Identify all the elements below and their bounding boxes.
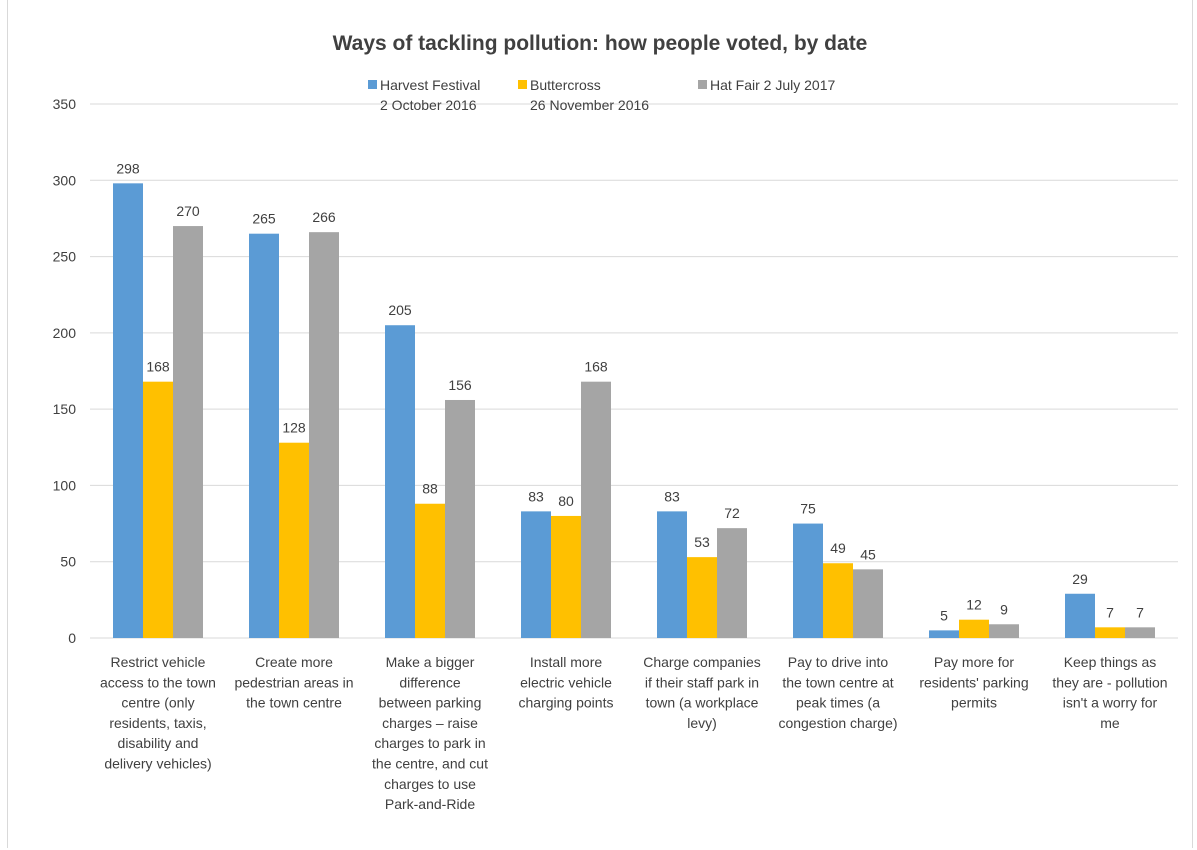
- data-labels: 298 168 270 265 128 266 205 88 156 83 80 168 83 53 72 7…: [116, 160, 1144, 623]
- bar: [1125, 627, 1155, 638]
- data-label: 270: [176, 203, 200, 219]
- bar: [249, 233, 279, 638]
- x-tick-label: Create more pedestrian areas in the town c…: [234, 654, 353, 711]
- bar: [793, 523, 823, 638]
- bar: [1095, 627, 1125, 638]
- bar: [1065, 593, 1095, 638]
- bar: [929, 630, 959, 638]
- y-tick-label: 200: [53, 325, 77, 341]
- bar: [173, 226, 203, 639]
- data-label: 298: [116, 160, 140, 176]
- data-label: 265: [252, 211, 276, 227]
- y-axis: 0 50 100 150 200 250 300 350: [53, 96, 77, 646]
- x-axis: Restrict vehicle access to the town centre…: [100, 654, 1168, 812]
- legend-swatch: [518, 80, 527, 89]
- legend: Harvest Festival 2 October 2016 Buttercros…: [368, 77, 835, 113]
- legend-label: Harvest Festival 2 October 2016: [380, 77, 480, 113]
- bar: [309, 232, 339, 638]
- y-tick-label: 50: [60, 554, 76, 570]
- bar: [823, 563, 853, 638]
- data-label: 168: [146, 359, 170, 375]
- x-tick-label: Pay more for residents' parking permits: [919, 654, 1028, 711]
- x-tick-label: Install more electric vehicle charging poi…: [519, 654, 614, 711]
- bar: [521, 511, 551, 638]
- bar: [415, 503, 445, 638]
- data-label: 9: [1000, 601, 1008, 617]
- legend-swatch: [368, 80, 377, 89]
- data-label: 12: [966, 597, 982, 613]
- data-label: 7: [1136, 604, 1144, 620]
- data-label: 205: [388, 302, 412, 318]
- y-tick-label: 150: [53, 401, 77, 417]
- bar: [113, 183, 143, 638]
- data-label: 80: [558, 493, 574, 509]
- legend-label: Buttercross 26 November 2016: [530, 77, 649, 113]
- bar: [657, 511, 687, 638]
- data-label: 75: [800, 501, 816, 517]
- bar: [853, 569, 883, 638]
- x-tick-label: Pay to drive into the town centre at peak …: [778, 654, 897, 731]
- bar: [551, 515, 581, 638]
- x-tick-label: Charge companies if their staff park in to…: [643, 654, 761, 731]
- y-tick-label: 250: [53, 249, 77, 265]
- data-label: 53: [694, 534, 710, 550]
- chart-frame: [7, 0, 1193, 848]
- data-label: 266: [312, 209, 336, 225]
- data-label: 83: [664, 488, 680, 504]
- bar: [143, 381, 173, 638]
- data-label: 29: [1072, 571, 1088, 587]
- x-tick-label: Keep things as they are - pollution isn't …: [1052, 654, 1167, 731]
- data-label: 168: [584, 359, 608, 375]
- data-label: 7: [1106, 604, 1114, 620]
- data-label: 5: [940, 607, 948, 623]
- x-tick-label: Make a bigger difference between parking ch…: [372, 654, 488, 812]
- bar: [989, 624, 1019, 638]
- bar: [687, 557, 717, 638]
- data-label: 49: [830, 540, 846, 556]
- data-label: 83: [528, 488, 544, 504]
- y-tick-label: 300: [53, 172, 77, 188]
- bar: [581, 381, 611, 638]
- data-label: 72: [724, 505, 740, 521]
- bar: [445, 399, 475, 638]
- bars: [113, 183, 1155, 639]
- bar: [385, 325, 415, 638]
- bar: [717, 528, 747, 638]
- y-tick-label: 100: [53, 477, 77, 493]
- y-tick-label: 0: [68, 630, 76, 646]
- data-label: 88: [422, 481, 438, 497]
- legend-label: Hat Fair 2 July 2017: [710, 77, 835, 93]
- data-label: 45: [860, 546, 876, 562]
- x-tick-label: Restrict vehicle access to the town centre…: [100, 654, 216, 772]
- bar: [959, 619, 989, 638]
- data-label: 156: [448, 377, 472, 393]
- y-tick-label: 350: [53, 96, 77, 112]
- legend-swatch: [698, 80, 707, 89]
- bar: [279, 442, 309, 638]
- chart-title: Ways of tackling pollution: how people v…: [333, 32, 868, 55]
- data-label: 128: [282, 420, 306, 436]
